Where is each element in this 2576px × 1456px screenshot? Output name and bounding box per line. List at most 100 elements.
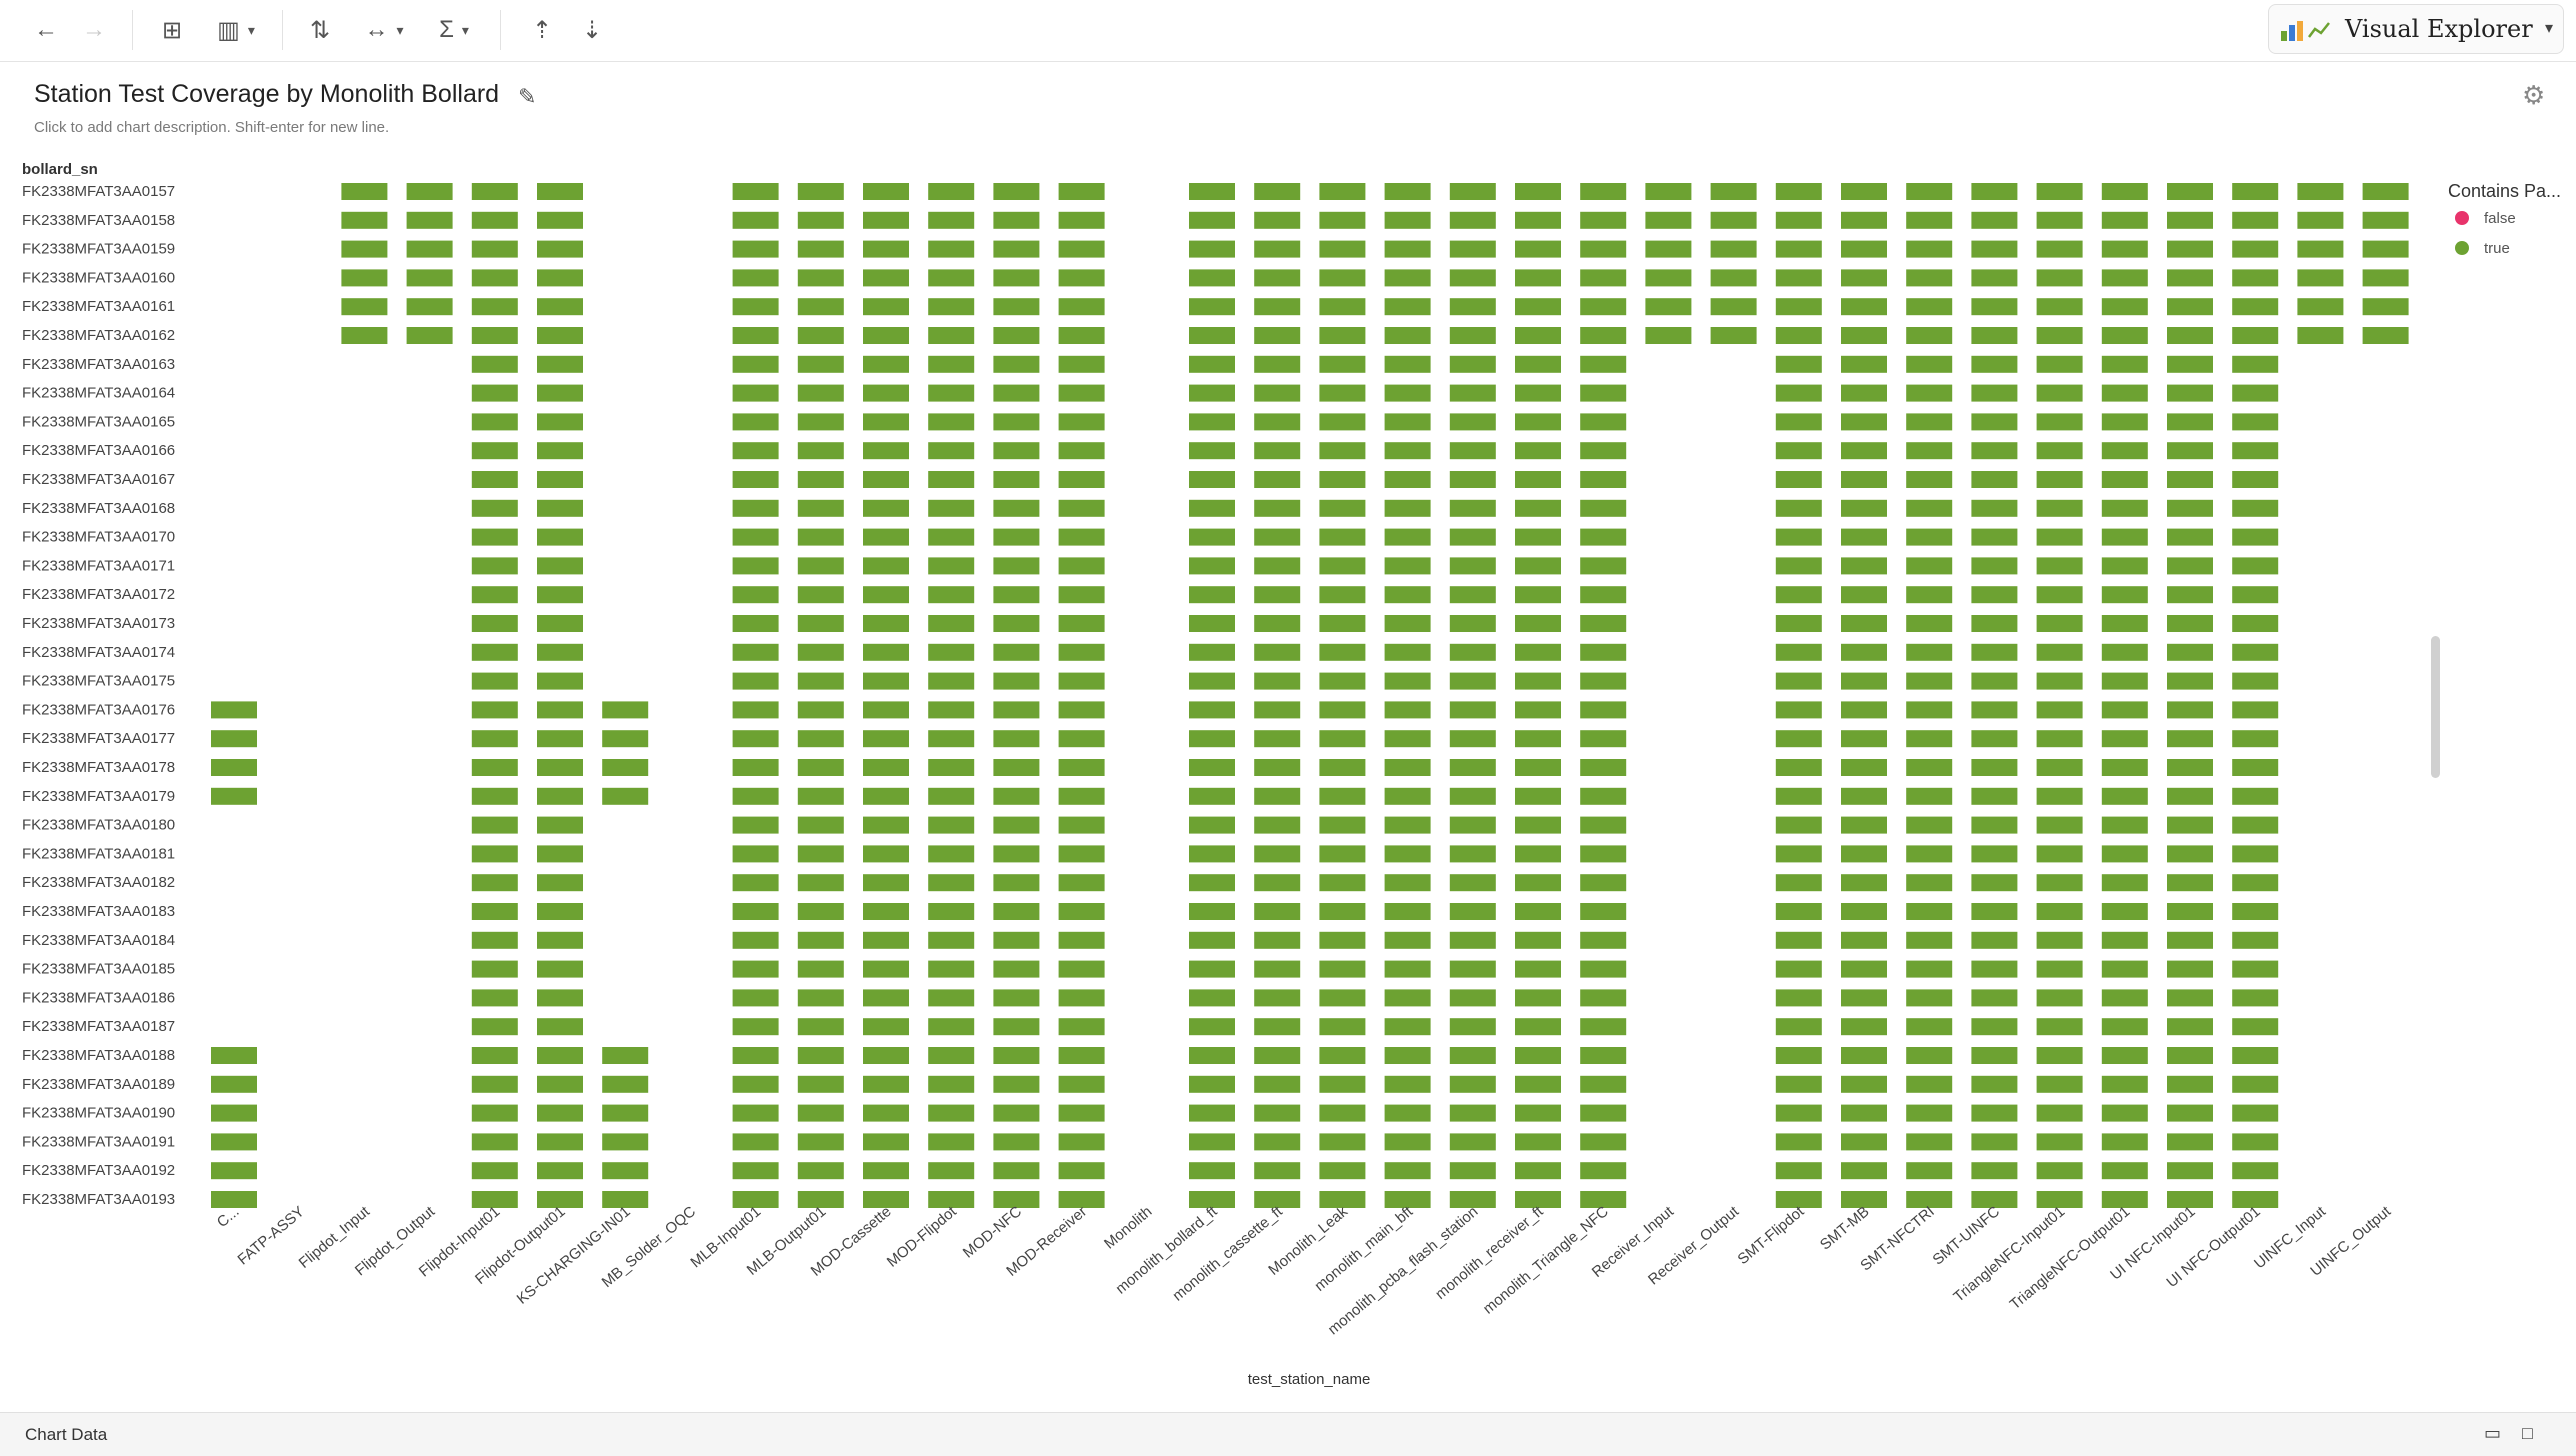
heatmap-cell[interactable]: [1841, 355, 1887, 373]
heatmap-cell[interactable]: [797, 1133, 844, 1151]
heatmap-cell[interactable]: [2101, 384, 2148, 402]
heatmap-cell[interactable]: [993, 327, 1040, 344]
heatmap-cell[interactable]: [471, 1133, 518, 1151]
heatmap-cell[interactable]: [2362, 327, 2409, 344]
heatmap-cell[interactable]: [2167, 1075, 2213, 1093]
heatmap-cell[interactable]: [537, 1162, 583, 1180]
heatmap-cell[interactable]: [863, 615, 909, 632]
heatmap-cell[interactable]: [1515, 989, 1561, 1007]
heatmap-cell[interactable]: [732, 355, 779, 373]
heatmap-cell[interactable]: [928, 643, 975, 661]
heatmap-cell[interactable]: [341, 183, 388, 200]
heatmap-cell[interactable]: [1580, 211, 1627, 229]
heatmap-cell[interactable]: [537, 816, 583, 834]
heatmap-cell[interactable]: [993, 1047, 1040, 1064]
heatmap-cell[interactable]: [1319, 759, 1366, 776]
heatmap-cell[interactable]: [1775, 413, 1822, 431]
heatmap-cell[interactable]: [1189, 1104, 1235, 1122]
heatmap-cell[interactable]: [993, 211, 1040, 229]
heatmap-cell[interactable]: [537, 1018, 583, 1036]
heatmap-cell[interactable]: [1841, 327, 1887, 344]
heatmap-cell[interactable]: [1384, 730, 1431, 748]
heatmap-cell[interactable]: [1058, 816, 1105, 834]
heatmap-cell[interactable]: [537, 442, 583, 460]
heatmap-cell[interactable]: [1906, 442, 1953, 460]
heatmap-cell[interactable]: [2232, 1133, 2279, 1151]
heatmap-cell[interactable]: [1254, 413, 1301, 431]
heatmap-cell[interactable]: [1254, 471, 1301, 488]
heatmap-cell[interactable]: [602, 787, 649, 805]
heatmap-cell[interactable]: [732, 874, 779, 892]
heatmap-cell[interactable]: [2232, 1191, 2279, 1208]
heatmap-cell[interactable]: [993, 557, 1040, 575]
heatmap-cell[interactable]: [1515, 1191, 1561, 1208]
heatmap-cell[interactable]: [1580, 183, 1627, 200]
heatmap-cell[interactable]: [2232, 1018, 2279, 1036]
heatmap-cell[interactable]: [1449, 1133, 1496, 1151]
heatmap-cell[interactable]: [863, 1047, 909, 1064]
heatmap-cell[interactable]: [1971, 615, 2018, 632]
heatmap-cell[interactable]: [928, 931, 975, 949]
heatmap-cell[interactable]: [1841, 960, 1887, 978]
heatmap-cell[interactable]: [732, 528, 779, 546]
heatmap-cell[interactable]: [1515, 557, 1561, 575]
heatmap-cell[interactable]: [1449, 413, 1496, 431]
heatmap-cell[interactable]: [2232, 413, 2279, 431]
heatmap-cell[interactable]: [471, 989, 518, 1007]
heatmap-cell[interactable]: [1775, 643, 1822, 661]
legend-label[interactable]: true: [2484, 240, 2510, 257]
heatmap-cell[interactable]: [1906, 269, 1953, 287]
heatmap-cell[interactable]: [2036, 442, 2083, 460]
heatmap-cell[interactable]: [993, 643, 1040, 661]
heatmap-cell[interactable]: [1841, 1047, 1887, 1064]
heatmap-cell[interactable]: [471, 874, 518, 892]
heatmap-cell[interactable]: [1449, 643, 1496, 661]
heatmap-cell[interactable]: [2167, 240, 2213, 258]
heatmap-cell[interactable]: [1515, 1104, 1561, 1122]
heatmap-cell[interactable]: [537, 586, 583, 604]
heatmap-cell[interactable]: [2232, 845, 2279, 863]
heatmap-cell[interactable]: [1319, 816, 1366, 834]
heatmap-cell[interactable]: [471, 701, 518, 719]
heatmap-cell[interactable]: [2232, 211, 2279, 229]
heatmap-cell[interactable]: [2101, 643, 2148, 661]
heatmap-cell[interactable]: [1319, 211, 1366, 229]
heatmap-cell[interactable]: [1058, 845, 1105, 863]
heatmap-cell[interactable]: [2036, 787, 2083, 805]
heatmap-cell[interactable]: [1515, 269, 1561, 287]
heatmap-cell[interactable]: [1384, 989, 1431, 1007]
heatmap-cell[interactable]: [797, 355, 844, 373]
heatmap-cell[interactable]: [1841, 269, 1887, 287]
heatmap-cell[interactable]: [2232, 989, 2279, 1007]
heatmap-cell[interactable]: [1254, 499, 1301, 517]
heatmap-cell[interactable]: [471, 499, 518, 517]
heatmap-cell[interactable]: [1515, 471, 1561, 488]
heatmap-cell[interactable]: [863, 960, 909, 978]
heatmap-cell[interactable]: [537, 1075, 583, 1093]
heatmap-cell[interactable]: [2167, 903, 2213, 920]
heatmap-cell[interactable]: [471, 1018, 518, 1036]
heatmap-cell[interactable]: [1515, 701, 1561, 719]
heatmap-cell[interactable]: [1580, 269, 1627, 287]
heatmap-cell[interactable]: [2297, 211, 2344, 229]
heatmap-cell[interactable]: [1971, 730, 2018, 748]
heatmap-cell[interactable]: [1515, 528, 1561, 546]
heatmap-cell[interactable]: [2232, 672, 2279, 690]
heatmap-cell[interactable]: [993, 269, 1040, 287]
heatmap-cell[interactable]: [1775, 499, 1822, 517]
heatmap-cell[interactable]: [1384, 960, 1431, 978]
heatmap-cell[interactable]: [1841, 874, 1887, 892]
heatmap-cell[interactable]: [1449, 1075, 1496, 1093]
heatmap-cell[interactable]: [1971, 442, 2018, 460]
heatmap-cell[interactable]: [797, 240, 844, 258]
heatmap-cell[interactable]: [2167, 931, 2213, 949]
heatmap-cell[interactable]: [1189, 931, 1235, 949]
heatmap-cell[interactable]: [863, 1191, 909, 1208]
heatmap-cell[interactable]: [1449, 471, 1496, 488]
heatmap-cell[interactable]: [1580, 989, 1627, 1007]
heatmap-cell[interactable]: [1319, 643, 1366, 661]
heatmap-cell[interactable]: [2101, 183, 2148, 200]
heatmap-cell[interactable]: [1515, 384, 1561, 402]
heatmap-cell[interactable]: [1254, 931, 1301, 949]
heatmap-cell[interactable]: [863, 701, 909, 719]
